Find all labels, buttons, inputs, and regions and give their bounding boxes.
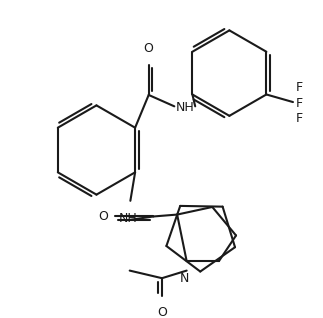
Text: F: F: [296, 112, 303, 125]
Text: O: O: [98, 210, 108, 223]
Text: F: F: [296, 81, 303, 94]
Text: O: O: [144, 42, 154, 55]
Text: NH: NH: [119, 212, 138, 225]
Text: O: O: [157, 306, 167, 318]
Text: N: N: [180, 273, 190, 286]
Text: F: F: [296, 97, 303, 109]
Text: NH: NH: [176, 101, 195, 114]
